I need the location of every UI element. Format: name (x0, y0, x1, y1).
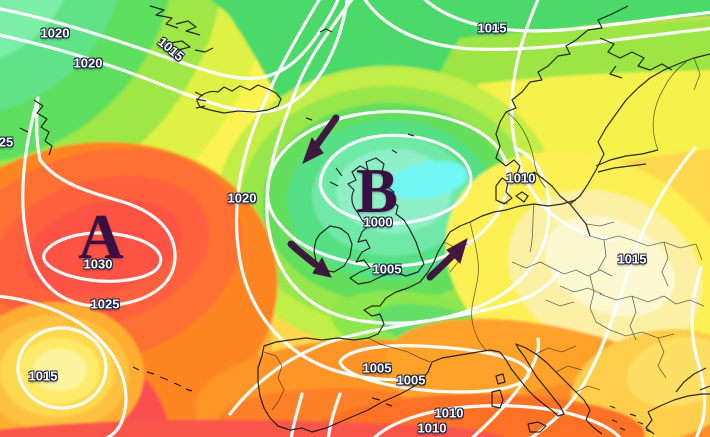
wind-arrow-southeast (287, 240, 332, 278)
coastlines (19, 5, 710, 435)
wind-arrows (287, 114, 468, 281)
wind-arrow-southwest (302, 114, 340, 165)
country-borders (263, 57, 705, 411)
wind-arrow-northeast (426, 237, 468, 281)
